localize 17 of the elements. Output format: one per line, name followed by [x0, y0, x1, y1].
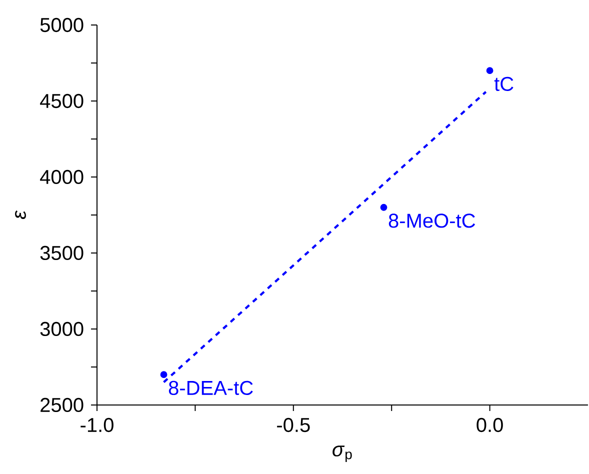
x-axis-title: σ$_{p}$ — [332, 446, 352, 462]
y-tick-label: 4000 — [40, 170, 84, 184]
y-tick-label: 4500 — [40, 94, 84, 108]
point — [380, 204, 388, 211]
y-tick-label: 3500 — [40, 246, 84, 260]
point — [486, 67, 494, 74]
point — [160, 371, 168, 378]
annotation: tC — [494, 76, 514, 92]
x-tick-label: -1.0 — [80, 418, 114, 432]
y-axis-title: ε — [15, 210, 26, 220]
x-tick-label: 0.0 — [476, 418, 503, 432]
y-tick-label: 2500 — [40, 398, 84, 412]
annotation: 8-DEA-tC — [168, 380, 253, 396]
y-tick-label: 5000 — [40, 18, 84, 32]
x-tick-label: -0.5 — [277, 418, 310, 432]
annotation: 8-MeO-tC — [388, 214, 476, 228]
y-tick-label: 3000 — [40, 322, 84, 336]
